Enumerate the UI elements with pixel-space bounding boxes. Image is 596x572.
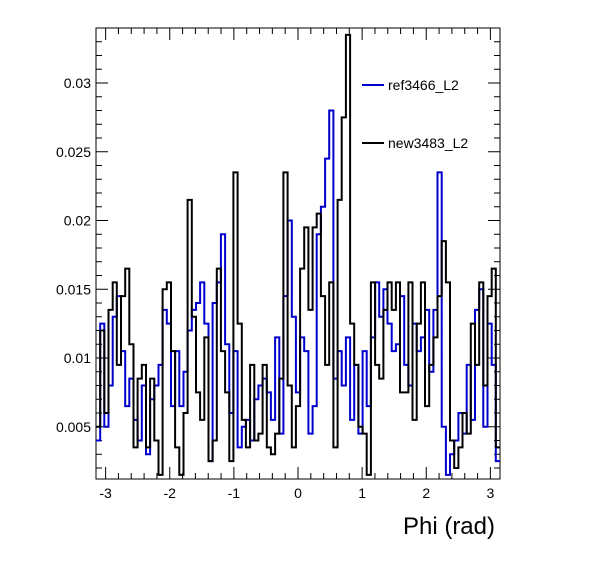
x-tick-label: -1 [228, 485, 241, 501]
legend-label-new: new3483_L2 [388, 135, 468, 151]
x-tick-label: 1 [358, 485, 366, 501]
y-tick-label: 0.01 [64, 350, 91, 366]
y-tick-label: 0.025 [56, 144, 91, 160]
x-axis-title: Phi (rad) [403, 513, 495, 540]
legend-label-ref: ref3466_L2 [388, 77, 459, 93]
series-line-ref3466_L2 [96, 109, 500, 476]
x-tick-label: 3 [486, 485, 494, 501]
x-tick-label: -3 [99, 485, 112, 501]
x-tick-label: 2 [422, 485, 430, 501]
x-tick-label: -2 [164, 485, 177, 501]
y-tick-label: 0.005 [56, 419, 91, 435]
series-line-new3483_L2 [96, 33, 500, 476]
y-tick-label: 0.03 [64, 75, 91, 91]
y-tick-label: 0.02 [64, 213, 91, 229]
y-tick-label: 0.015 [56, 281, 91, 297]
plot-frame [95, 27, 501, 480]
x-tick-label: 0 [294, 485, 302, 501]
